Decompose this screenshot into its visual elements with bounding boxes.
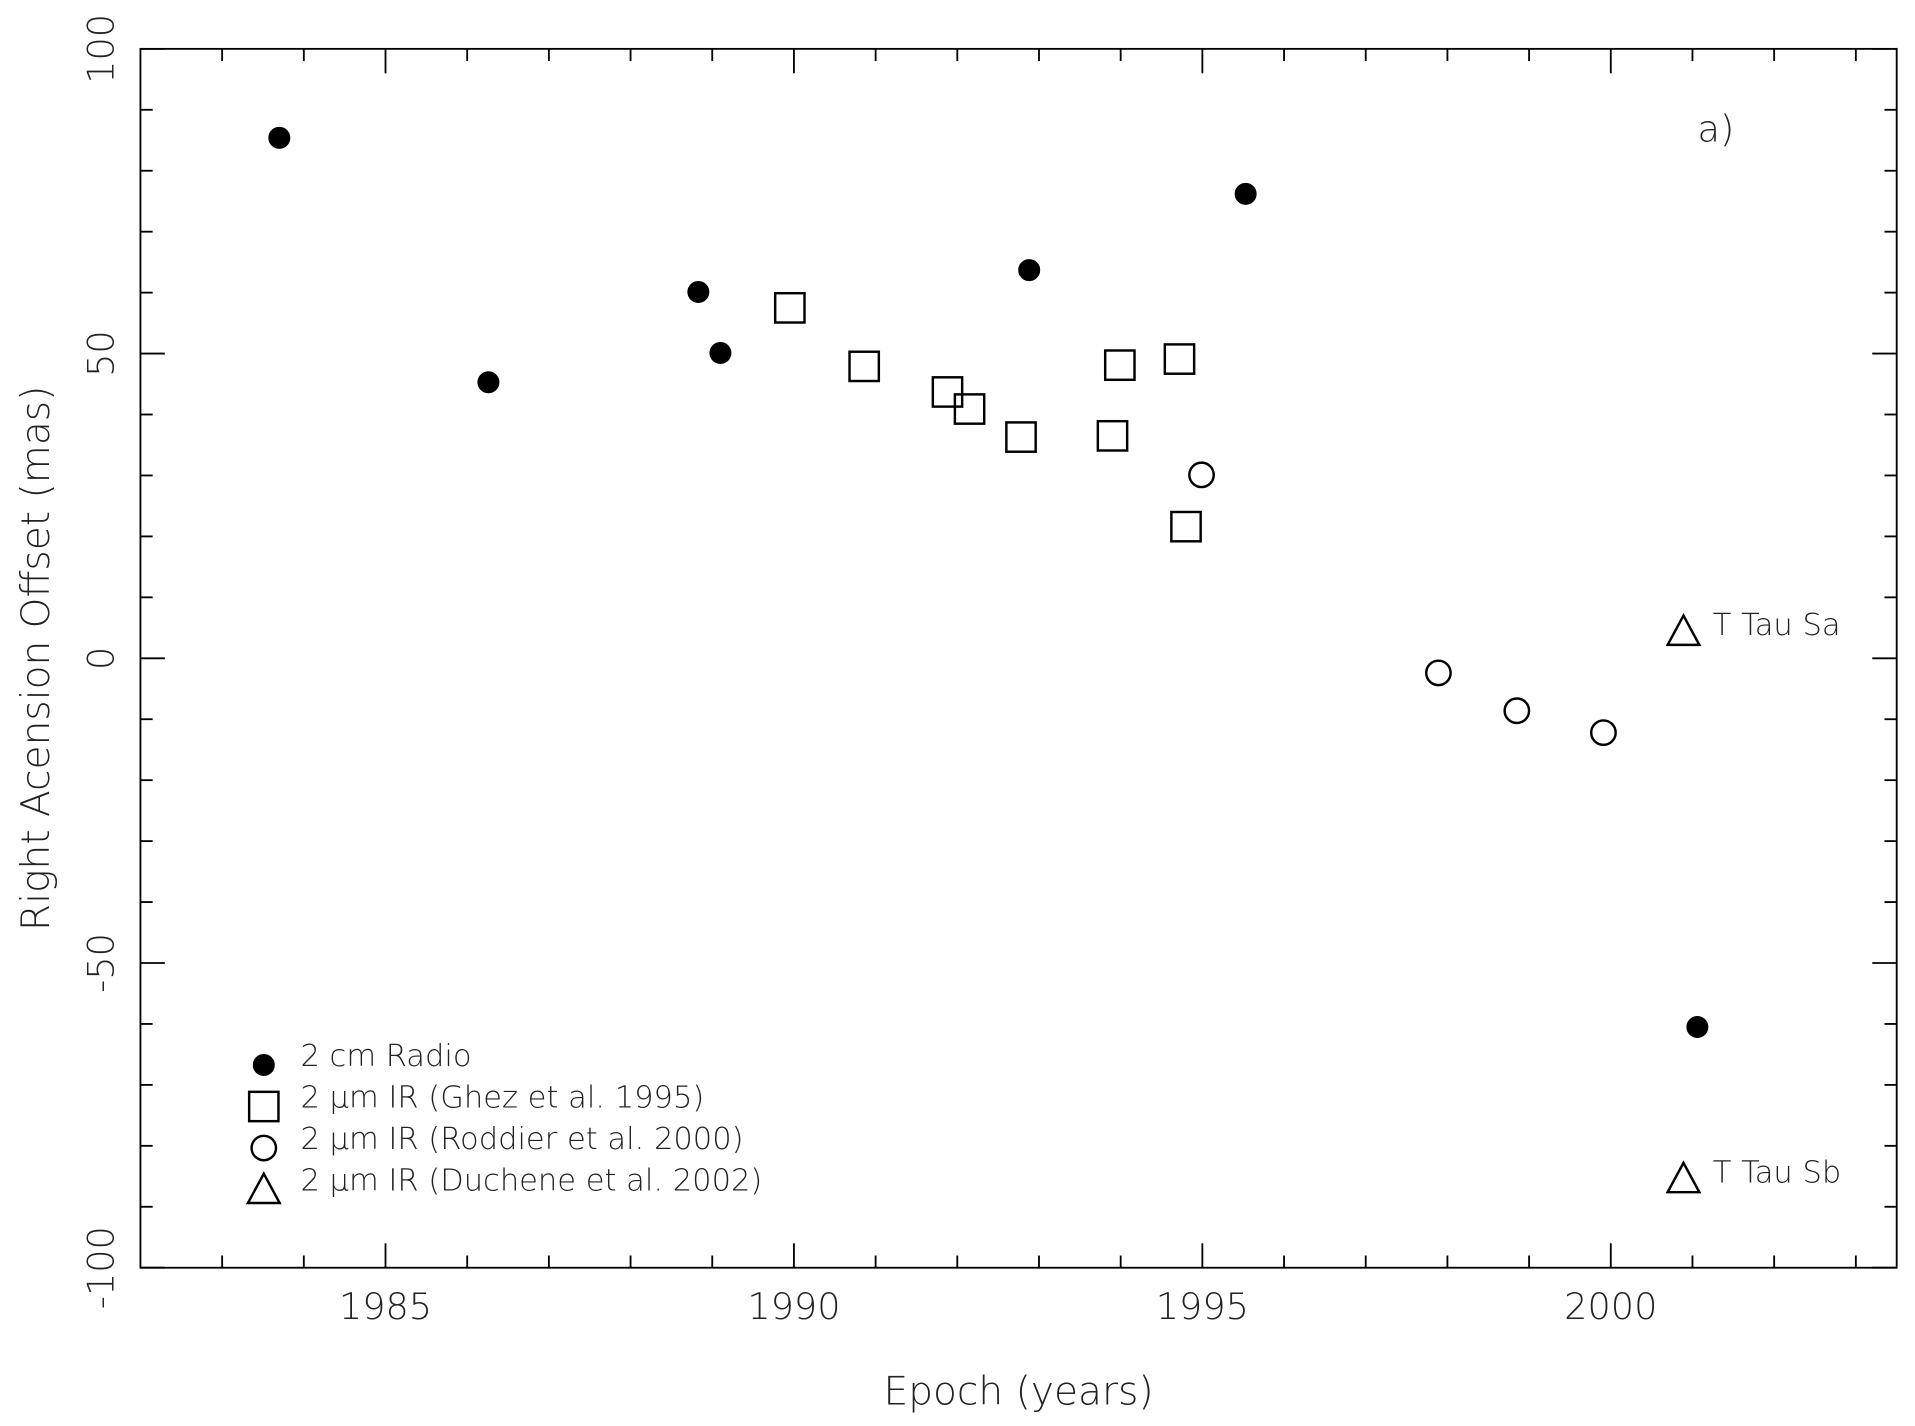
legend-label: 2 μm IR (Duchene et al. 2002) — [300, 1164, 762, 1199]
point — [773, 291, 806, 324]
legend-label: 2 cm Radio — [300, 1039, 471, 1074]
point — [1686, 1015, 1709, 1038]
legend-label: 2 μm IR (Roddier et al. 2000) — [300, 1122, 743, 1157]
point — [1424, 659, 1452, 687]
legend-marker — [245, 1171, 282, 1205]
y-axis-label: Right Acension Offset (mas) — [14, 386, 59, 931]
y-tick-label: 0 — [80, 647, 123, 670]
y-tick-label: 50 — [80, 330, 123, 377]
legend-marker — [247, 1090, 280, 1123]
point — [687, 281, 710, 304]
point — [1163, 343, 1196, 375]
point — [1103, 349, 1136, 382]
point — [1665, 613, 1702, 647]
legend-label: 2 μm IR (Ghez et al. 1995) — [300, 1081, 704, 1116]
point — [931, 376, 964, 408]
point — [1665, 1160, 1702, 1194]
point — [1188, 461, 1215, 489]
point — [477, 371, 500, 394]
point — [709, 341, 732, 364]
y-tick-label: -100 — [80, 1226, 123, 1309]
x-axis-label: Epoch (years) — [884, 1370, 1154, 1415]
point — [1170, 510, 1202, 543]
x-tick-label: 2000 — [1564, 1285, 1657, 1328]
y-tick-label: -50 — [80, 933, 123, 993]
legend-marker — [250, 1134, 278, 1162]
point-label: T Tau Sa — [1713, 608, 1841, 643]
panel-label: a) — [1698, 108, 1735, 151]
point — [268, 126, 291, 149]
point — [953, 393, 986, 425]
point — [1589, 719, 1617, 747]
x-tick-label: 1995 — [1156, 1285, 1249, 1328]
point — [848, 350, 881, 383]
legend-marker — [252, 1053, 275, 1076]
x-tick-label: 1990 — [747, 1285, 840, 1328]
x-tick-label: 1985 — [339, 1285, 432, 1328]
y-tick-label: 100 — [80, 14, 123, 84]
point — [1503, 697, 1531, 725]
point — [1018, 259, 1041, 282]
point — [1096, 419, 1129, 452]
point-label: T Tau Sb — [1713, 1155, 1841, 1190]
point — [1005, 421, 1037, 453]
point — [1234, 182, 1257, 205]
